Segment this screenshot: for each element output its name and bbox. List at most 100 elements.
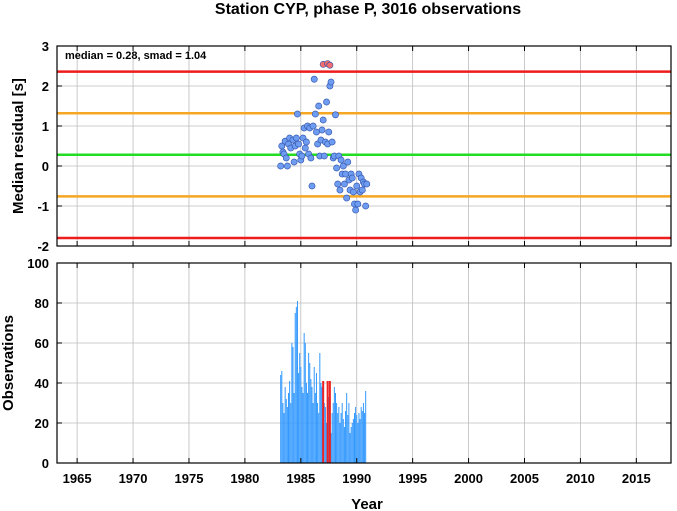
panel-1-y-tick-label-3: 1 (42, 119, 49, 134)
observation-bar-13 (294, 313, 296, 463)
observation-bar-49 (334, 393, 336, 463)
observation-bar-20 (302, 393, 304, 463)
normal-point-30 (311, 110, 319, 118)
observation-bar-47 (332, 403, 334, 463)
observation-bar-70 (358, 413, 360, 463)
observation-bar-2 (282, 403, 284, 463)
panel-2-y-tick-label-3: 60 (35, 336, 49, 351)
observation-bar-4 (284, 387, 286, 463)
normal-point-49 (333, 164, 340, 172)
observation-bar-7 (288, 393, 290, 463)
observation-bar-10 (291, 343, 293, 463)
observation-bar-21 (303, 333, 305, 463)
observation-bar-65 (352, 419, 354, 463)
observation-bar-15 (296, 301, 298, 463)
x-tick-label-10: 2015 (622, 471, 651, 486)
normal-point-67 (353, 182, 361, 190)
outlier-bar-1 (326, 381, 329, 463)
panel-2-y-tick-label-2: 40 (35, 376, 49, 391)
observation-bar-62 (349, 433, 351, 463)
normal-point-42 (325, 128, 333, 136)
normal-point-15 (295, 140, 302, 148)
outlier-bar-0 (322, 381, 325, 463)
normal-point-6 (283, 162, 291, 170)
observation-bar-68 (356, 415, 358, 463)
observation-bar-52 (338, 407, 340, 463)
chart-title: Station CYP, phase P, 3016 observations (215, 1, 521, 18)
normal-point-76 (363, 180, 371, 188)
observation-bar-31 (314, 393, 316, 463)
observation-bar-71 (359, 419, 361, 463)
normal-point-64 (349, 188, 357, 196)
observation-bar-58 (345, 411, 347, 463)
observation-bar-9 (290, 403, 292, 463)
normal-point-22 (303, 138, 310, 146)
normal-point-56 (341, 180, 348, 188)
normal-point-33 (315, 102, 323, 110)
observation-bar-8 (289, 381, 291, 463)
panel-2-y-tick-label-0: 0 (42, 456, 49, 471)
panel-2-frame (56, 262, 672, 464)
normal-point-53 (337, 156, 345, 164)
x-tick-label-8: 2005 (510, 471, 539, 486)
panel-1-y-tick-label-2: 0 (42, 159, 49, 174)
normal-point-21 (301, 144, 309, 152)
x-tick-label-5: 1990 (342, 471, 371, 486)
observation-bar-54 (340, 413, 342, 463)
normal-point-26 (307, 154, 315, 162)
observation-bar-12 (293, 393, 295, 463)
observation-bar-28 (311, 387, 313, 463)
x-tick-label-3: 1980 (230, 471, 259, 486)
observation-bar-50 (336, 403, 338, 463)
normal-point-58 (343, 194, 351, 202)
normal-point-38 (320, 152, 328, 160)
observation-bar-37 (321, 387, 323, 463)
observation-bar-39 (323, 403, 325, 463)
marks-layer (57, 60, 671, 463)
normal-point-57 (342, 170, 349, 178)
observation-bar-26 (309, 363, 311, 463)
observation-bar-16 (298, 373, 300, 463)
normal-point-55 (339, 162, 347, 170)
observation-bar-34 (318, 413, 320, 463)
observation-bar-51 (337, 413, 339, 463)
observation-bar-55 (341, 403, 343, 463)
normal-point-29 (310, 75, 318, 83)
normal-point-75 (362, 202, 370, 210)
panel-1-y-tick-label-5: 3 (42, 39, 49, 54)
observation-bar-6 (286, 407, 288, 463)
observation-bar-19 (301, 387, 303, 463)
normal-point-48 (332, 111, 339, 119)
normal-point-0 (277, 162, 285, 170)
observation-bar-17 (299, 353, 301, 463)
normal-point-44 (327, 78, 335, 86)
normal-point-72 (358, 186, 366, 194)
observation-bar-5 (285, 399, 287, 463)
normal-point-40 (323, 98, 330, 106)
observation-bar-46 (331, 413, 333, 463)
x-tick-label-6: 1995 (398, 471, 427, 486)
normal-point-68 (354, 200, 362, 208)
observation-bar-53 (339, 423, 341, 463)
observation-bar-48 (333, 387, 335, 463)
observation-bar-76 (365, 391, 367, 463)
labels-layer: -2 -1 0 1 2 3 Median residual [s] median = 0.28… (0, 39, 651, 486)
observation-bar-63 (350, 427, 352, 463)
normal-point-14 (294, 110, 301, 118)
panel-1-y-axis-label: Median residual [s] (10, 78, 27, 214)
observation-bar-69 (357, 423, 359, 463)
panel-2-y-tick-label-5: 100 (27, 256, 49, 271)
observation-bar-74 (362, 403, 364, 463)
observation-bar-27 (310, 379, 312, 463)
x-tick-label-4: 1985 (286, 471, 315, 486)
observation-bar-67 (355, 407, 357, 463)
normal-point-11 (290, 158, 298, 166)
observation-bar-24 (307, 393, 309, 463)
normal-point-13 (292, 134, 300, 142)
observation-bar-22 (304, 343, 306, 463)
x-tick-label-0: 1965 (63, 471, 92, 486)
x-axis-label: Year (351, 496, 383, 511)
observation-bar-40 (324, 407, 326, 463)
normal-point-5 (282, 154, 290, 162)
